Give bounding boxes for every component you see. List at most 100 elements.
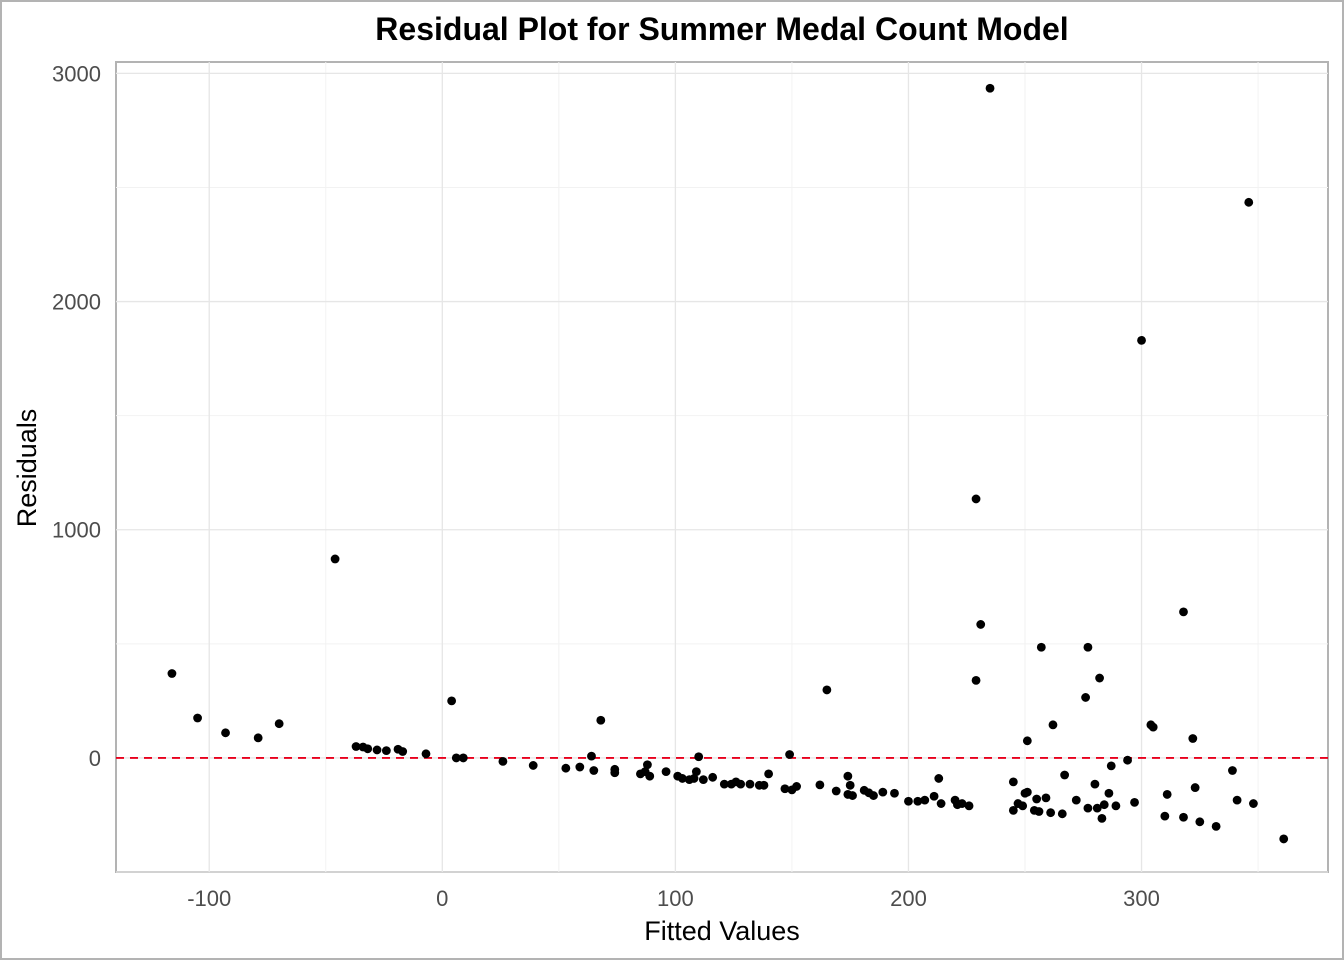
- data-point: [381, 746, 391, 756]
- data-point: [1148, 722, 1158, 732]
- data-point: [822, 685, 832, 695]
- data-point: [708, 772, 718, 782]
- data-point: [736, 779, 746, 789]
- data-point: [451, 753, 461, 763]
- data-point: [971, 675, 981, 685]
- y-tick-label: 3000: [52, 61, 101, 86]
- data-point: [1130, 798, 1139, 807]
- data-point: [1106, 761, 1116, 771]
- data-point: [719, 779, 729, 789]
- data-point: [1188, 734, 1198, 743]
- data-point: [913, 796, 923, 806]
- data-point: [1071, 795, 1081, 805]
- data-point: [661, 767, 671, 777]
- data-point: [1190, 783, 1200, 792]
- data-point: [528, 761, 538, 770]
- data-point: [498, 756, 508, 766]
- data-point: [1032, 794, 1042, 804]
- data-point: [1160, 811, 1170, 821]
- data-point: [890, 788, 899, 798]
- major-gridlines: [116, 62, 1328, 872]
- y-axis-title: Residuals: [12, 409, 42, 528]
- data-point: [1083, 642, 1093, 652]
- data-point: [815, 780, 825, 790]
- y-axis-ticks: 0 1000 2000 3000: [52, 61, 101, 771]
- data-point: [964, 801, 974, 811]
- data-point: [645, 771, 655, 781]
- data-point: [643, 760, 652, 770]
- x-tick-label: 0: [436, 886, 448, 911]
- data-point: [957, 799, 967, 808]
- data-point: [689, 774, 699, 783]
- data-point: [447, 696, 457, 706]
- data-point: [985, 83, 995, 93]
- data-point: [1249, 799, 1258, 808]
- data-point: [1081, 693, 1090, 702]
- data-point: [780, 784, 790, 794]
- data-point: [1179, 607, 1188, 617]
- data-point: [1008, 777, 1018, 787]
- data-point: [1022, 787, 1032, 797]
- data-point: [1228, 766, 1237, 775]
- data-point: [904, 796, 913, 806]
- data-point: [869, 791, 878, 800]
- data-point: [589, 766, 599, 775]
- data-point: [764, 769, 774, 779]
- data-point: [363, 744, 373, 754]
- data-point: [1099, 800, 1109, 810]
- data-point: [561, 763, 571, 773]
- data-point: [1034, 807, 1044, 816]
- data-point: [976, 620, 986, 629]
- data-point: [971, 494, 981, 504]
- data-point: [193, 713, 202, 723]
- data-point: [1111, 801, 1121, 811]
- data-point: [587, 751, 596, 761]
- data-point: [221, 728, 230, 738]
- data-point: [351, 742, 361, 751]
- x-tick-label: 200: [890, 886, 927, 911]
- data-point: [253, 733, 263, 743]
- data-point: [1057, 809, 1067, 819]
- y-tick-label: 1000: [52, 518, 101, 543]
- x-tick-label: -100: [187, 886, 231, 911]
- y-tick-label: 0: [89, 746, 101, 771]
- data-point: [934, 774, 944, 783]
- data-point: [1022, 736, 1032, 746]
- data-point: [575, 762, 585, 772]
- data-point: [831, 786, 841, 796]
- data-point: [843, 771, 853, 781]
- x-tick-label: 100: [657, 886, 694, 911]
- data-point: [1211, 821, 1221, 831]
- data-point: [1083, 803, 1093, 813]
- data-point: [1095, 673, 1104, 683]
- chart-title: Residual Plot for Summer Medal Count Mod…: [375, 11, 1068, 47]
- data-point: [929, 791, 939, 801]
- data-point: [596, 715, 606, 725]
- data-point: [1123, 755, 1132, 765]
- minor-gridlines: [116, 62, 1328, 873]
- x-axis-title: Fitted Values: [644, 916, 800, 946]
- data-point: [610, 768, 620, 778]
- data-point: [1008, 805, 1018, 815]
- data-point: [785, 750, 794, 759]
- data-point: [691, 767, 701, 777]
- data-point: [372, 745, 382, 755]
- data-point: [1195, 817, 1205, 827]
- data-point: [421, 749, 431, 759]
- data-point: [1104, 788, 1114, 798]
- data-point: [1092, 803, 1102, 813]
- data-point: [274, 719, 284, 729]
- data-point: [698, 775, 708, 784]
- data-points: [167, 83, 1289, 844]
- data-point: [1179, 812, 1188, 822]
- data-point: [1279, 834, 1289, 844]
- data-point: [1036, 642, 1046, 652]
- data-point: [330, 554, 340, 564]
- data-point: [167, 669, 177, 678]
- data-point: [1018, 801, 1028, 811]
- data-point: [1041, 793, 1051, 803]
- data-point: [848, 791, 857, 800]
- data-point: [398, 747, 408, 756]
- data-point: [1162, 790, 1172, 799]
